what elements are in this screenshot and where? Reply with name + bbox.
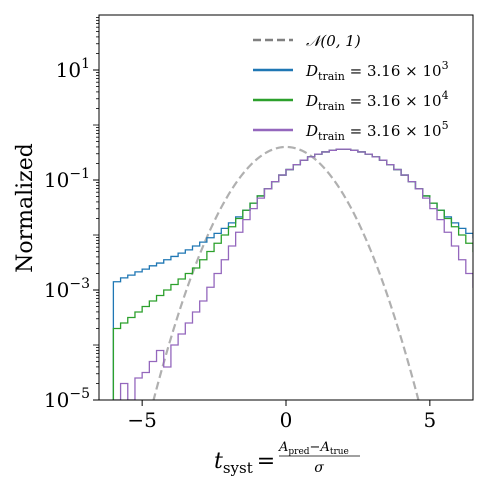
x-label-den: σ [314,460,324,476]
x-label-num-b: A [319,440,329,455]
series-histogram-3 [113,149,488,400]
x-axis-label: tsyst = Apred−Atrue σ [214,440,360,477]
x-label-num-minus: − [310,440,321,455]
x-tick-label: 5 [423,408,436,432]
svg-text:tsyst=: tsyst = [214,449,275,477]
x-label-num-a-sub: pred [288,447,309,457]
legend-label-3e3: Dtrain = 3.16 × 103 [305,59,449,83]
y-tick-label: 10−5 [44,386,90,412]
series-histogram-2 [113,149,488,400]
y-tick-label: 10−3 [44,276,90,302]
svg-text:Apred−Atrue: Apred−Atrue [278,440,349,457]
legend-label-3e4: Dtrain = 3.16 × 104 [305,89,449,113]
x-tick-label: 0 [280,408,293,432]
y-tick-label: 10−1 [44,166,90,192]
x-label-main-sub: syst [223,459,253,477]
x-label-num-b-sub: true [330,447,349,457]
legend-label-3e5: Dtrain = 3.16 × 105 [305,119,449,143]
x-tick-label: −5 [127,408,156,432]
x-label-main: t [214,449,223,474]
x-label-num-a: A [278,440,288,455]
series-histogram-1 [113,149,488,400]
legend-label-normal: 𝒩(0, 1) [306,32,361,50]
y-axis-label: Normalized [13,143,38,273]
y-tick-label: 101 [56,56,90,82]
legend: 𝒩(0, 1) Dtrain = 3.16 × 103 Dtrain = 3.1… [253,32,449,143]
x-label-equals: = [257,449,275,474]
